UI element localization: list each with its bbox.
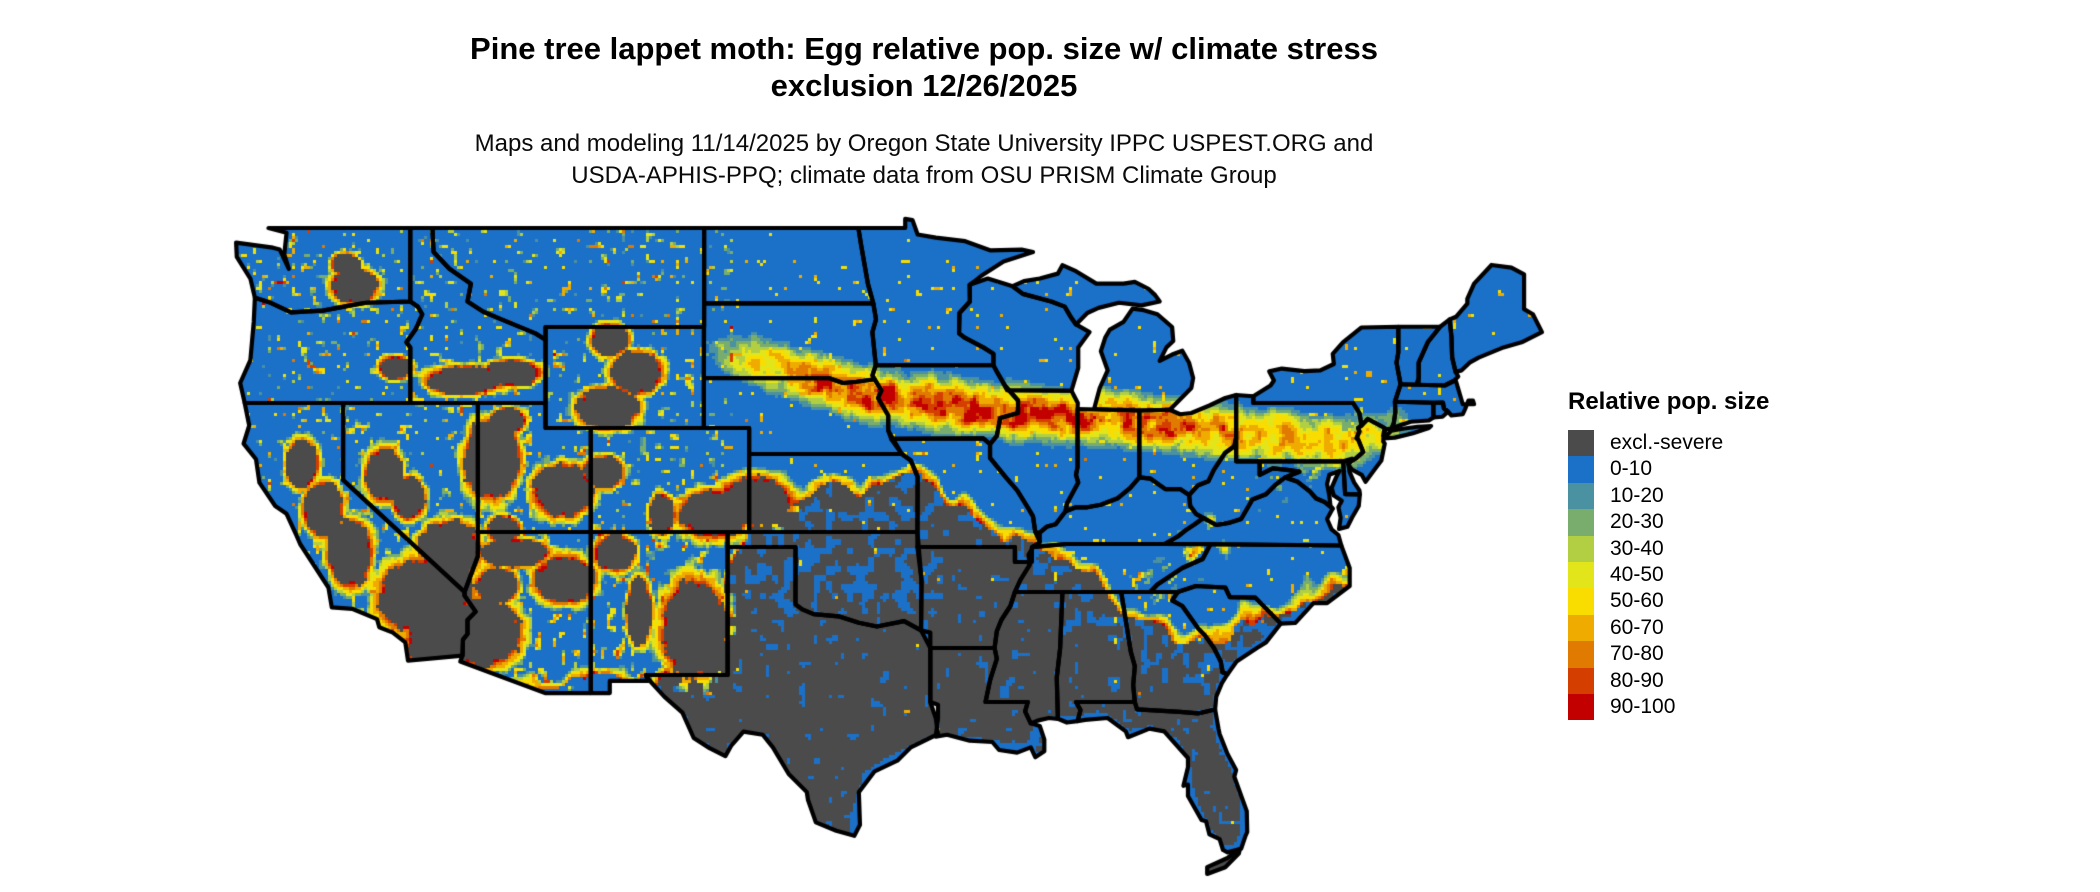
legend-entries: excl.-severe 0-10 10-20 20-30 30-40 40-50 50-6…: [1568, 430, 1888, 721]
legend-entry: excl.-severe: [1568, 430, 1888, 457]
legend-label: 10-20: [1610, 483, 1664, 507]
legend: Relative pop. size excl.-severe 0-10 10-20…: [1568, 388, 1888, 721]
legend-label: excl.-severe: [1610, 431, 1724, 454]
header: Pine tree lappet moth: Egg relative pop.…: [0, 0, 1848, 192]
legend-label: 90-100: [1610, 694, 1676, 718]
map-subtitle: Maps and modeling 11/14/2025 by Oregon S…: [0, 128, 1848, 192]
legend-entry: 0-10: [1568, 456, 1888, 483]
legend-swatch: [1568, 614, 1594, 642]
legend-label: 40-50: [1610, 562, 1664, 586]
legend-title: Relative pop. size: [1568, 388, 1770, 415]
legend-swatch: [1568, 667, 1594, 694]
legend-label: 70-80: [1610, 642, 1664, 666]
legend-entry: 10-20: [1568, 482, 1888, 510]
legend-label: 50-60: [1610, 589, 1664, 613]
legend-entry: 60-70: [1568, 614, 1888, 642]
legend-swatch: [1568, 588, 1594, 615]
legend-swatch: [1568, 561, 1594, 589]
map-title-line1: Pine tree lappet moth: Egg relative pop.…: [470, 31, 1378, 66]
map-title-line2: exclusion 12/26/2025: [770, 68, 1078, 103]
map-subtitle-line2: USDA-APHIS-PPQ; climate data from OSU PR…: [571, 162, 1277, 189]
legend-label: 80-90: [1610, 668, 1664, 692]
legend-entry: 20-30: [1568, 509, 1888, 536]
legend-label: 30-40: [1610, 536, 1664, 560]
map-subtitle-line1: Maps and modeling 11/14/2025 by Oregon S…: [474, 130, 1374, 157]
legend-swatch: [1568, 430, 1594, 457]
legend-swatch: [1568, 535, 1594, 562]
map-title: Pine tree lappet moth: Egg relative pop.…: [0, 30, 1848, 104]
legend-swatch: [1568, 509, 1594, 536]
legend-entry: 80-90: [1568, 667, 1888, 694]
legend-swatch: [1568, 456, 1594, 483]
legend-label: 20-30: [1610, 510, 1664, 534]
legend-swatch: [1568, 641, 1594, 668]
legend-entry: 90-100: [1568, 693, 1888, 721]
legend-label: 0-10: [1610, 457, 1653, 481]
legend-swatch: [1568, 482, 1594, 510]
legend-swatch: [1568, 693, 1594, 721]
legend-label: 60-70: [1610, 615, 1664, 639]
legend-entry: 50-60: [1568, 588, 1888, 615]
legend-entry: 40-50: [1568, 561, 1888, 589]
legend-entry: 70-80: [1568, 641, 1888, 668]
legend-entry: 30-40: [1568, 535, 1888, 562]
